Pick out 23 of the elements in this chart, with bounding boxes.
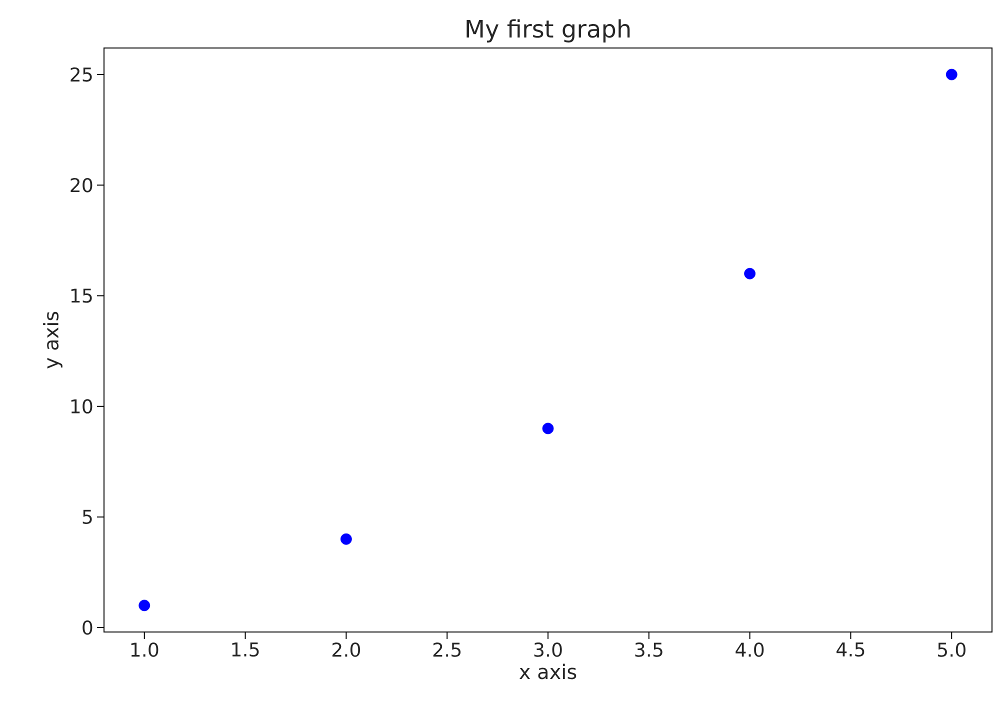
x-tick-label: 1.0: [131, 642, 158, 657]
point: [138, 600, 150, 612]
x-tick-label: 4.5: [836, 642, 864, 657]
y-tick-label: 10: [71, 399, 92, 414]
chart-title: My first graph: [466, 19, 630, 42]
x-tick-label: 3.5: [635, 642, 662, 657]
point: [542, 422, 554, 434]
point: [744, 268, 756, 280]
y-tick-label: 5: [82, 510, 92, 524]
x-tick-label: 5.0: [938, 642, 966, 657]
point: [946, 68, 958, 80]
y-tick-label: 20: [70, 178, 92, 192]
y-tick-label: 25: [70, 67, 92, 82]
y-tick-label: 0: [82, 620, 92, 635]
x-axis-title: x axis: [519, 664, 576, 680]
x-tick-label: 2.5: [433, 642, 461, 657]
x-tick-label: 4.0: [736, 642, 764, 657]
y-tick-label: 15: [71, 288, 92, 303]
x-tick-label: 3.0: [534, 642, 562, 657]
point: [340, 533, 352, 545]
x-tick-label: 2.0: [332, 642, 360, 657]
y-axis-title: y axis: [43, 312, 62, 369]
x-tick-label: 1.5: [232, 642, 259, 657]
